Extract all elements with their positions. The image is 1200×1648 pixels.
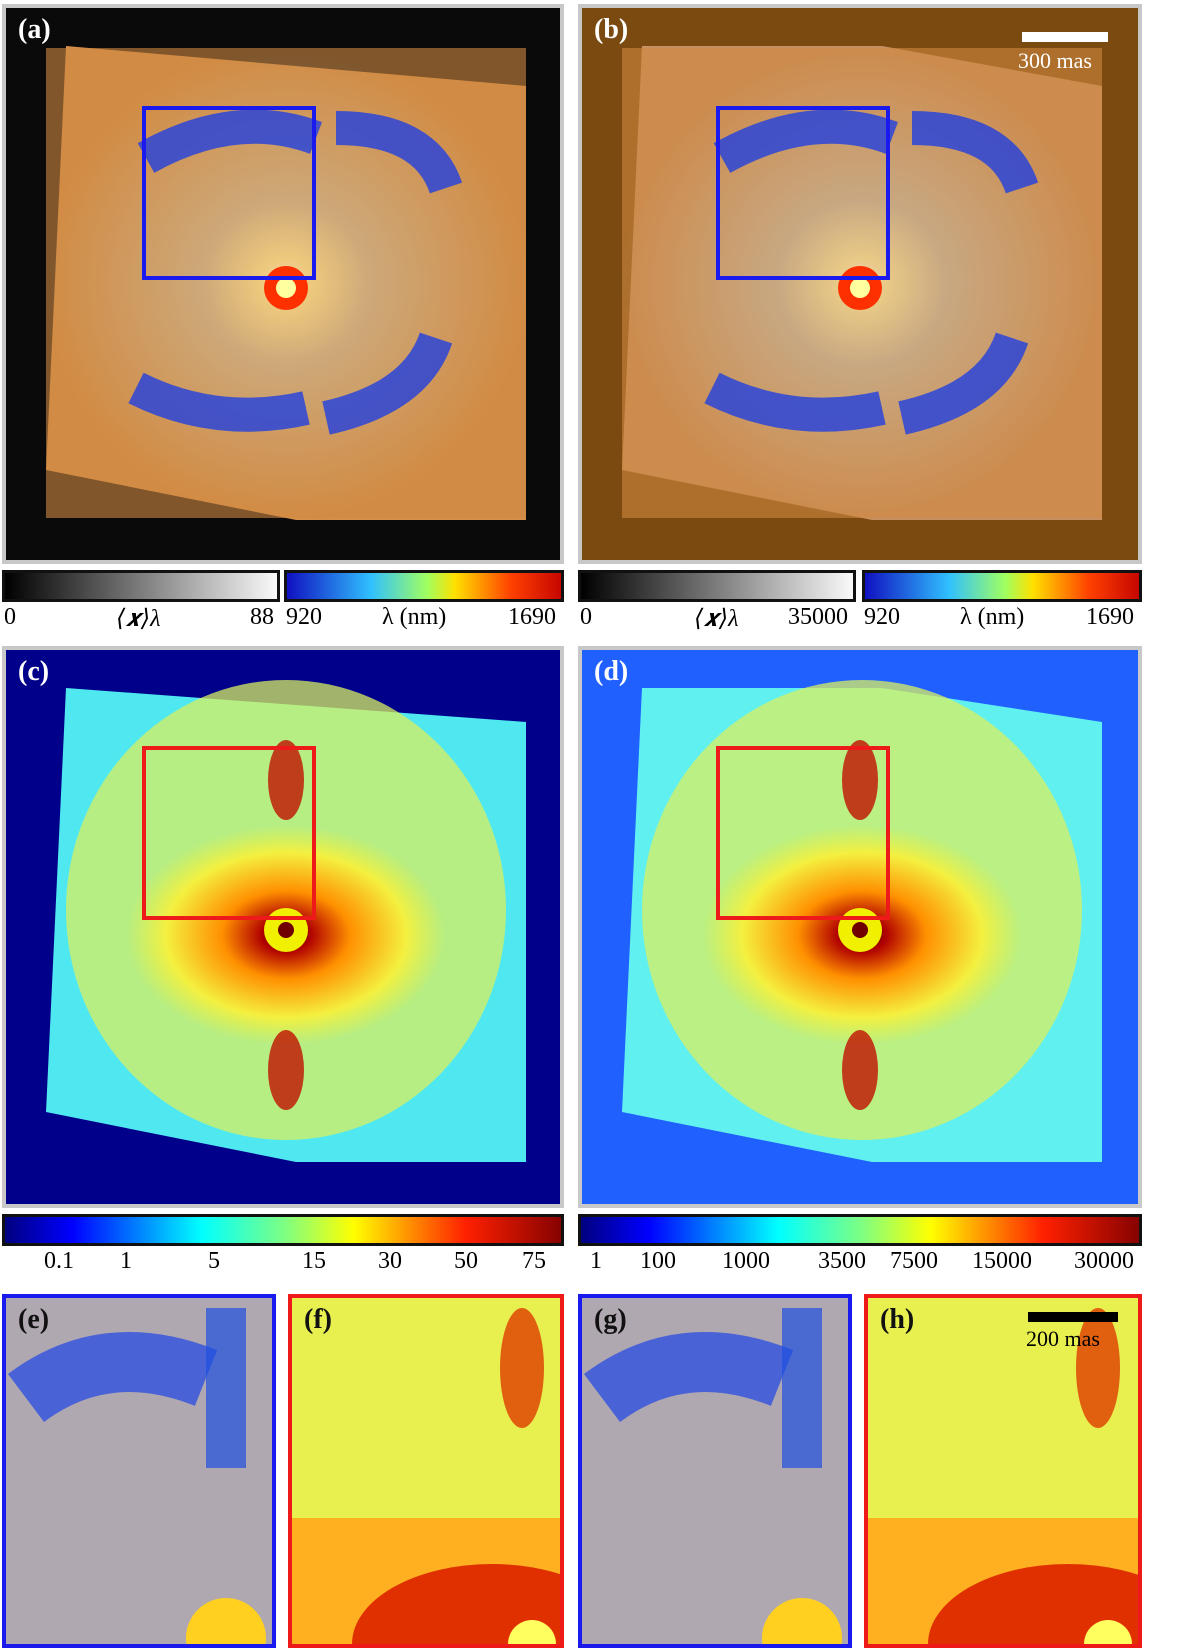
colorbar-c-tick: 15: [302, 1248, 326, 1274]
colorbar-a-gray-label: ⟨𝒙⟩λ: [116, 606, 161, 632]
colorbar-b-gray-min: 0: [580, 604, 592, 630]
panel-g: (g): [578, 1294, 852, 1648]
colorbar-c-tick: 5: [208, 1248, 220, 1274]
colorbar-c-tick: 0.1: [44, 1248, 74, 1274]
colorbar-d-tick: 1: [590, 1248, 602, 1274]
panel-c: (c): [2, 646, 564, 1208]
panel-e-label: (e): [18, 1304, 50, 1335]
colorbar-a-lambda-min: 920: [286, 604, 322, 630]
panel-b-scale-bar: [1022, 32, 1108, 42]
panel-b-zoom-box: [716, 106, 890, 280]
panel-d-zoom-box: [716, 746, 890, 920]
panel-b-image: [582, 8, 1138, 560]
colorbar-c-tick: 75: [522, 1248, 546, 1274]
colorbar-b-lambda-label: λ (nm): [960, 604, 1025, 630]
colorbar-a-lambda-label: λ (nm): [382, 604, 447, 630]
panel-h-scale-bar: [1028, 1312, 1118, 1322]
colorbar-a-gray-min: 0: [4, 604, 16, 630]
colorbar-a-lambda-max: 1690: [508, 604, 556, 630]
panel-d-label: (d): [594, 656, 629, 687]
colorbar-c-tick: 30: [378, 1248, 402, 1274]
colorbar-d: [578, 1214, 1142, 1246]
panel-h-scale-text: 200 mas: [1026, 1326, 1100, 1351]
colorbar-d-tick: 3500: [818, 1248, 866, 1274]
colorbar-b-lambda: [862, 570, 1142, 602]
colorbar-b-lambda-min: 920: [864, 604, 900, 630]
panel-e-image: [6, 1298, 272, 1644]
panel-a-label: (a): [18, 14, 51, 45]
colorbar-b-gray-label: ⟨𝒙⟩λ: [694, 606, 739, 632]
panel-h: (h) 200 mas: [864, 1294, 1142, 1648]
panel-c-image: [6, 650, 560, 1204]
colorbar-d-tick: 1000: [722, 1248, 770, 1274]
panel-g-label: (g): [594, 1304, 627, 1335]
panel-d-image: [582, 650, 1138, 1204]
colorbar-d-tick: 7500: [890, 1248, 938, 1274]
panel-c-label: (c): [18, 656, 50, 687]
panel-e: (e): [2, 1294, 276, 1648]
colorbar-c: [2, 1214, 564, 1246]
colorbar-c-tick: 50: [454, 1248, 478, 1274]
panel-a: (a): [2, 4, 564, 564]
colorbar-d-tick: 15000: [972, 1248, 1032, 1274]
colorbar-d-tick: 100: [640, 1248, 676, 1274]
panel-b: (b) 300 mas: [578, 4, 1142, 564]
panel-b-scale-text: 300 mas: [1018, 48, 1092, 73]
colorbar-b-gray-max: 35000: [788, 604, 848, 630]
panel-h-image: [868, 1298, 1138, 1644]
colorbar-a-gray: [2, 570, 280, 602]
panel-g-image: [582, 1298, 848, 1644]
panel-b-label: (b): [594, 14, 629, 45]
colorbar-b-gray: [578, 570, 856, 602]
panel-d: (d): [578, 646, 1142, 1208]
panel-a-image: [6, 8, 560, 560]
panel-c-zoom-box: [142, 746, 316, 920]
colorbar-b-lambda-max: 1690: [1086, 604, 1134, 630]
colorbar-a-lambda: [284, 570, 564, 602]
panel-f-label: (f): [304, 1304, 332, 1335]
colorbar-a-gray-max: 88: [250, 604, 274, 630]
colorbar-d-tick: 30000: [1074, 1248, 1134, 1274]
colorbar-c-tick: 1: [120, 1248, 132, 1274]
panel-f-image: [292, 1298, 560, 1644]
panel-h-label: (h): [880, 1304, 915, 1335]
panel-a-zoom-box: [142, 106, 316, 280]
panel-f: (f): [288, 1294, 564, 1648]
